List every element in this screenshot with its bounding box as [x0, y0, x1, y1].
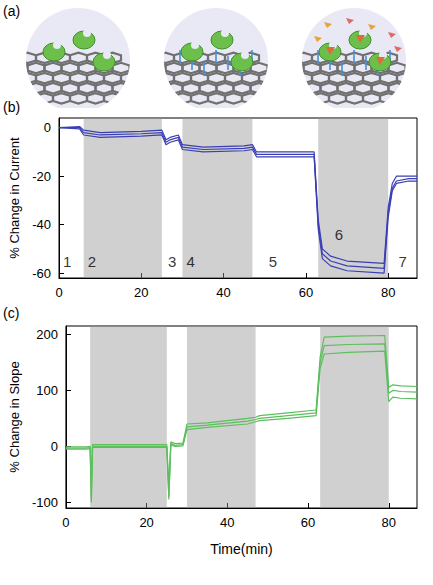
svg-text:-20: -20: [32, 169, 51, 184]
svg-text:3: 3: [168, 253, 176, 270]
svg-text:-60: -60: [32, 266, 51, 281]
svg-text:60: 60: [301, 515, 315, 530]
svg-text:0: 0: [44, 120, 51, 135]
svg-text:7: 7: [398, 253, 406, 270]
svg-text:20: 20: [134, 285, 148, 300]
svg-text:(c): (c): [3, 305, 19, 321]
svg-text:% Change in Current: % Change in Current: [7, 137, 22, 259]
svg-text:200: 200: [36, 327, 58, 342]
svg-text:60: 60: [299, 285, 313, 300]
svg-text:40: 40: [216, 285, 230, 300]
svg-text:(b): (b): [3, 99, 20, 115]
svg-text:40: 40: [220, 515, 234, 530]
svg-text:0: 0: [51, 439, 58, 454]
svg-text:(a): (a): [3, 3, 20, 19]
svg-text:100: 100: [36, 383, 58, 398]
svg-text:6: 6: [335, 226, 343, 243]
svg-text:80: 80: [381, 285, 395, 300]
svg-text:4: 4: [187, 253, 195, 270]
svg-text:2: 2: [88, 253, 96, 270]
svg-text:80: 80: [382, 515, 396, 530]
svg-text:5: 5: [269, 253, 277, 270]
svg-text:1: 1: [63, 253, 71, 270]
svg-text:20: 20: [139, 515, 153, 530]
svg-text:% Change in Slope: % Change in Slope: [7, 361, 22, 472]
svg-text:0: 0: [62, 515, 69, 530]
svg-text:0: 0: [55, 285, 62, 300]
svg-text:Time(min): Time(min): [210, 541, 272, 557]
svg-text:-40: -40: [32, 217, 51, 232]
svg-text:-100: -100: [32, 495, 58, 510]
